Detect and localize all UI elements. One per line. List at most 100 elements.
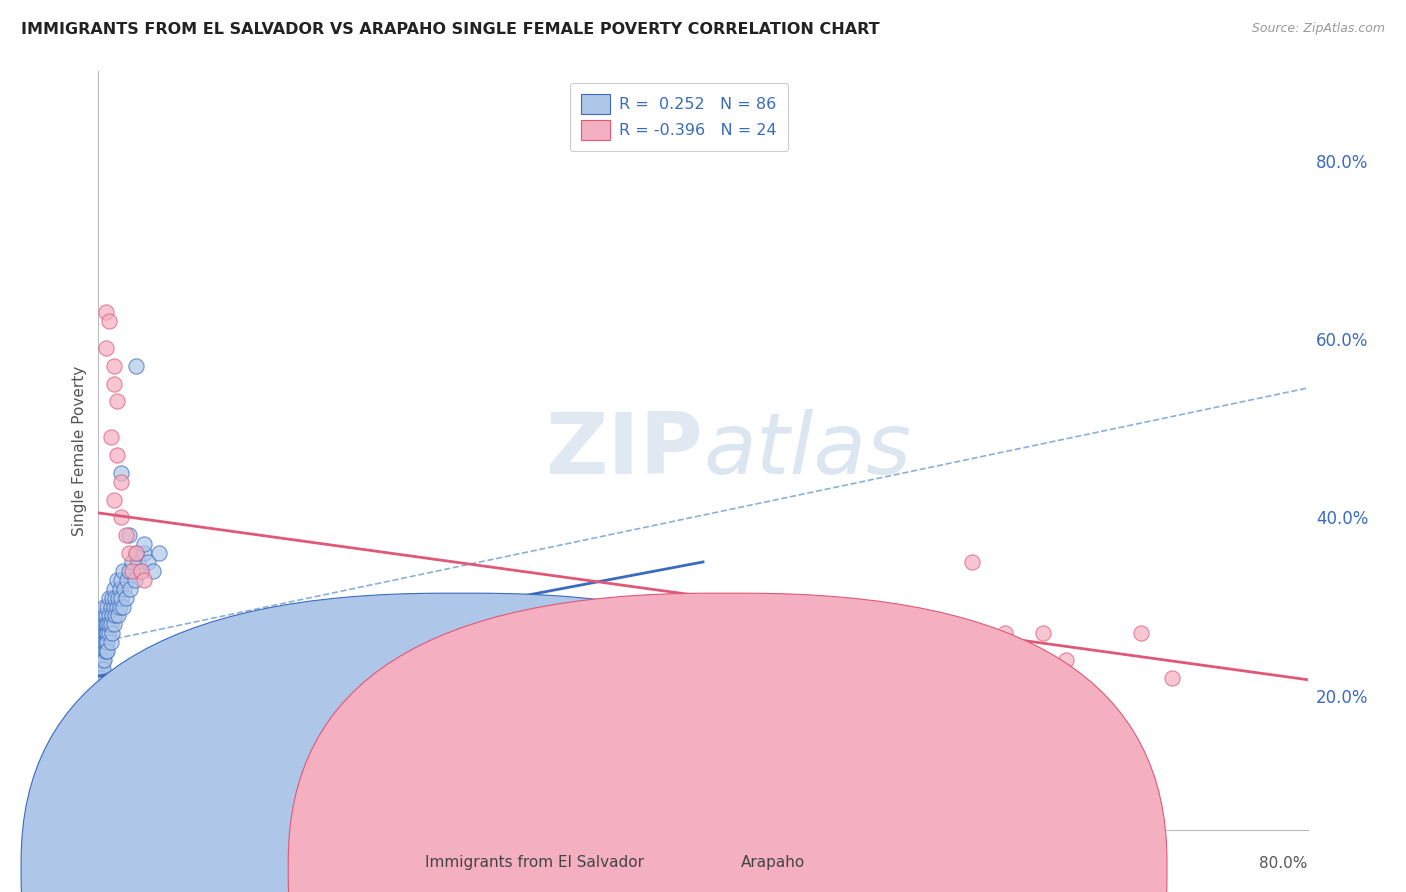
- Point: [91, 608, 114, 623]
- Point: [125, 359, 148, 373]
- Point: [136, 555, 159, 569]
- Point: [118, 528, 141, 542]
- Point: [108, 582, 131, 596]
- Point: [148, 546, 170, 560]
- Point: [1130, 626, 1153, 640]
- Point: [110, 510, 132, 524]
- Point: [107, 591, 129, 605]
- Point: [148, 662, 170, 676]
- Point: [96, 617, 118, 632]
- Point: [94, 644, 117, 658]
- Point: [132, 537, 155, 551]
- Point: [103, 359, 125, 373]
- Point: [100, 430, 122, 444]
- Point: [110, 466, 132, 480]
- Point: [118, 564, 141, 578]
- Point: [110, 573, 132, 587]
- Point: [93, 635, 115, 649]
- Text: IMMIGRANTS FROM EL SALVADOR VS ARAPAHO SINGLE FEMALE POVERTY CORRELATION CHART: IMMIGRANTS FROM EL SALVADOR VS ARAPAHO S…: [21, 22, 880, 37]
- Point: [101, 626, 124, 640]
- Point: [103, 706, 125, 721]
- Point: [90, 617, 112, 632]
- Point: [114, 733, 136, 747]
- Point: [105, 573, 128, 587]
- Point: [121, 555, 143, 569]
- Point: [127, 555, 149, 569]
- Point: [103, 582, 125, 596]
- Point: [110, 715, 132, 730]
- Point: [129, 564, 152, 578]
- Point: [103, 376, 125, 391]
- Point: [108, 599, 131, 614]
- Point: [96, 635, 118, 649]
- Point: [93, 626, 115, 640]
- Point: [90, 653, 112, 667]
- Point: [112, 582, 135, 596]
- Point: [107, 608, 129, 623]
- Point: [114, 528, 136, 542]
- Point: [120, 582, 142, 596]
- Point: [100, 617, 122, 632]
- Point: [96, 644, 118, 658]
- Point: [960, 555, 983, 569]
- Point: [91, 644, 114, 658]
- Point: [94, 341, 117, 355]
- Point: [994, 626, 1017, 640]
- Point: [115, 573, 138, 587]
- Point: [89, 671, 111, 685]
- Point: [105, 394, 128, 409]
- Point: [89, 635, 111, 649]
- Point: [90, 644, 112, 658]
- Point: [100, 635, 122, 649]
- Point: [93, 653, 115, 667]
- Point: [98, 591, 121, 605]
- Point: [111, 564, 134, 578]
- Point: [101, 608, 124, 623]
- Point: [104, 591, 127, 605]
- Point: [101, 591, 124, 605]
- Point: [132, 546, 155, 560]
- Text: ZIP: ZIP: [546, 409, 703, 492]
- Text: Immigrants from El Salvador: Immigrants from El Salvador: [425, 855, 644, 870]
- Point: [1032, 626, 1054, 640]
- Point: [90, 662, 112, 676]
- Point: [108, 698, 131, 712]
- Point: [110, 591, 132, 605]
- Point: [105, 448, 128, 462]
- Point: [100, 599, 122, 614]
- Y-axis label: Single Female Poverty: Single Female Poverty: [72, 366, 87, 535]
- Point: [94, 608, 117, 623]
- Point: [105, 724, 128, 739]
- Point: [94, 626, 117, 640]
- Point: [105, 599, 128, 614]
- Point: [89, 626, 111, 640]
- Point: [91, 653, 114, 667]
- Text: Source: ZipAtlas.com: Source: ZipAtlas.com: [1251, 22, 1385, 36]
- Point: [114, 591, 136, 605]
- Point: [98, 626, 121, 640]
- Text: 80.0%: 80.0%: [1260, 856, 1308, 871]
- Point: [93, 644, 115, 658]
- Point: [132, 573, 155, 587]
- Point: [132, 671, 155, 685]
- Point: [94, 635, 117, 649]
- Point: [121, 742, 143, 756]
- Point: [89, 662, 111, 676]
- Point: [121, 564, 143, 578]
- Point: [111, 599, 134, 614]
- Point: [91, 626, 114, 640]
- Point: [110, 475, 132, 489]
- Point: [125, 724, 148, 739]
- Point: [90, 635, 112, 649]
- Point: [1160, 671, 1182, 685]
- Point: [98, 314, 121, 328]
- Point: [118, 546, 141, 560]
- Point: [96, 626, 118, 640]
- Point: [1054, 653, 1077, 667]
- Point: [1085, 715, 1108, 730]
- Point: [89, 653, 111, 667]
- Point: [98, 608, 121, 623]
- Point: [141, 680, 163, 694]
- Text: atlas: atlas: [703, 409, 911, 492]
- Point: [103, 492, 125, 507]
